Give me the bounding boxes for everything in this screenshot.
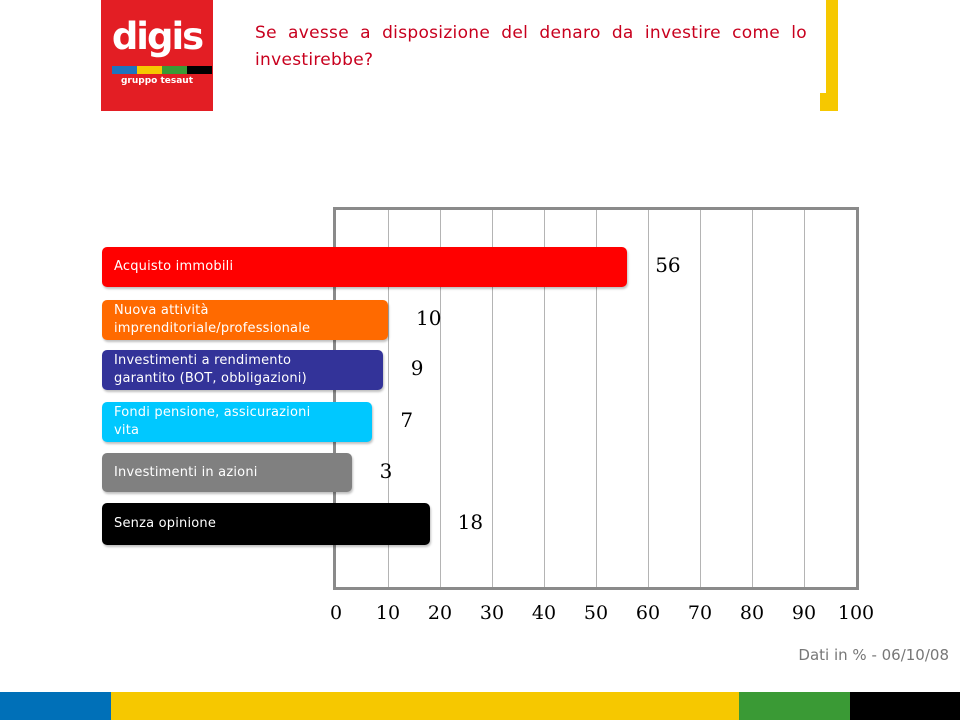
bar-category-label: Nuova attività imprenditoriale/profession… bbox=[114, 302, 310, 338]
bar: Investimenti in azioni bbox=[102, 453, 352, 492]
bar-value-label: 3 bbox=[379, 458, 393, 483]
bar-category-label-line: Acquisto immobili bbox=[114, 259, 234, 274]
bar: Senza opinione bbox=[102, 503, 430, 545]
x-tick-label: 80 bbox=[739, 602, 765, 624]
question-title: Se avesse a disposizione del denaro da i… bbox=[255, 23, 807, 70]
logo-subtitle: gruppo tesaut bbox=[120, 76, 194, 86]
bar-category-label: Senza opinione bbox=[114, 515, 216, 533]
bar-category-label-line: vita bbox=[114, 423, 140, 438]
bar: Fondi pensione, assicurazioni vita bbox=[102, 402, 373, 442]
gridline bbox=[388, 210, 389, 587]
bar: Nuova attività imprenditoriale/profession… bbox=[102, 300, 388, 340]
bar-category-label: Investimenti a rendimento garantito (BOT,… bbox=[114, 352, 307, 388]
gridline bbox=[440, 210, 441, 587]
gridline bbox=[492, 210, 493, 587]
x-tick-label: 30 bbox=[479, 602, 505, 624]
bar-category-label-line: imprenditoriale/professionale bbox=[114, 321, 311, 336]
bar-category-label: Fondi pensione, assicurazioni vita bbox=[114, 404, 310, 440]
bar-category-label: Investimenti in azioni bbox=[114, 464, 258, 482]
bar-category-label-line: Investimenti a rendimento bbox=[114, 353, 292, 368]
gridline bbox=[752, 210, 753, 587]
logo-wordmark: digis bbox=[111, 15, 204, 58]
logo-stripe-yellow bbox=[137, 66, 162, 74]
bar-value-label: 56 bbox=[655, 253, 681, 277]
x-tick-label: 60 bbox=[635, 602, 661, 624]
x-tick-label: 100 bbox=[837, 602, 875, 624]
x-tick-label: 40 bbox=[531, 602, 557, 624]
bar-value-label: 18 bbox=[457, 510, 484, 534]
bar-category-label-line: Nuova attività bbox=[114, 303, 209, 318]
logo-color-stripes bbox=[112, 66, 212, 74]
gridline bbox=[544, 210, 545, 587]
bar-value-label: 9 bbox=[410, 356, 424, 380]
bar: Acquisto immobili bbox=[102, 247, 628, 287]
band-segment-black bbox=[850, 692, 960, 720]
band-segment-green bbox=[739, 692, 850, 720]
x-tick-label: 20 bbox=[427, 602, 453, 624]
bar-value-label: 7 bbox=[400, 408, 414, 432]
x-tick-label: 50 bbox=[583, 602, 609, 624]
gridline bbox=[596, 210, 597, 587]
gridline bbox=[700, 210, 701, 587]
x-tick-label: 90 bbox=[791, 602, 817, 624]
bottom-color-band bbox=[0, 692, 960, 720]
logo-stripe-green bbox=[162, 66, 187, 74]
bracket-notch bbox=[820, 0, 826, 93]
bar-category-label: Acquisto immobili bbox=[114, 258, 233, 276]
gridline bbox=[648, 210, 649, 587]
x-tick-label: 10 bbox=[375, 602, 401, 624]
bar-category-label-line: garantito (BOT, obbligazioni) bbox=[114, 371, 307, 386]
x-tick-label: 70 bbox=[687, 602, 713, 624]
logo-stripe-blue bbox=[112, 66, 137, 74]
gridline bbox=[804, 210, 805, 587]
data-footnote: Dati in % - 06/10/08 bbox=[798, 646, 949, 664]
x-tick-label: 0 bbox=[329, 602, 343, 624]
bar-value-label: 10 bbox=[416, 306, 442, 330]
chart-plot-area bbox=[333, 207, 859, 590]
digis-logo: digis gruppo tesaut bbox=[101, 0, 213, 111]
logo-stripe-black bbox=[187, 66, 212, 74]
band-segment-blue bbox=[0, 692, 111, 720]
bar-category-label-line: Senza opinione bbox=[114, 516, 217, 531]
bar-category-label-line: Fondi pensione, assicurazioni bbox=[114, 405, 311, 420]
bar-category-label-line: Investimenti in azioni bbox=[114, 464, 258, 480]
bar: Investimenti a rendimento garantito (BOT,… bbox=[102, 350, 383, 390]
band-segment-yellow bbox=[111, 692, 739, 720]
